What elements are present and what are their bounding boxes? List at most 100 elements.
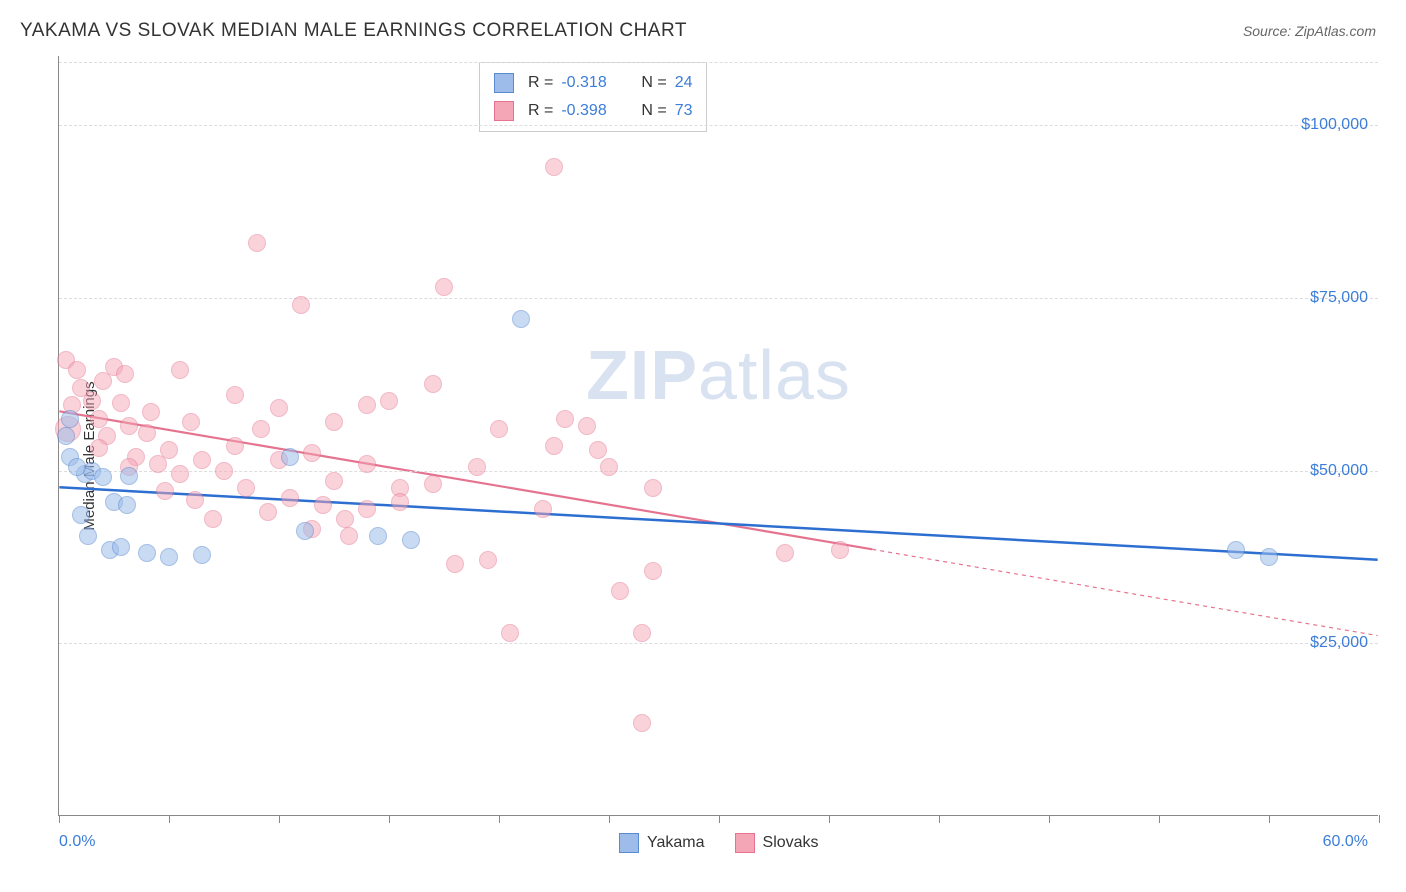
- data-point-slovaks: [193, 451, 211, 469]
- x-tick: [939, 815, 940, 823]
- swatch-slovaks: [494, 101, 514, 121]
- y-tick-label: $75,000: [1310, 289, 1368, 307]
- chart-source: Source: ZipAtlas.com: [1243, 23, 1376, 39]
- data-point-slovaks: [142, 403, 160, 421]
- n-value-yakama: 24: [675, 74, 693, 92]
- x-tick: [1379, 815, 1380, 823]
- n-label: N =: [641, 102, 666, 120]
- data-point-yakama: [72, 506, 90, 524]
- data-point-yakama: [120, 467, 138, 485]
- data-point-slovaks: [435, 278, 453, 296]
- data-point-slovaks: [120, 417, 138, 435]
- data-point-yakama: [369, 527, 387, 545]
- data-point-slovaks: [545, 437, 563, 455]
- data-point-slovaks: [490, 420, 508, 438]
- n-label: N =: [641, 74, 666, 92]
- data-point-yakama: [57, 427, 75, 445]
- data-point-slovaks: [160, 441, 178, 459]
- data-point-slovaks: [578, 417, 596, 435]
- data-point-slovaks: [391, 493, 409, 511]
- x-tick: [499, 815, 500, 823]
- swatch-slovaks: [735, 833, 755, 853]
- x-tick: [279, 815, 280, 823]
- gridline: [59, 298, 1378, 299]
- x-tick: [719, 815, 720, 823]
- data-point-slovaks: [116, 365, 134, 383]
- data-point-slovaks: [600, 458, 618, 476]
- gridline: [59, 471, 1378, 472]
- data-point-slovaks: [501, 624, 519, 642]
- swatch-yakama: [494, 73, 514, 93]
- data-point-slovaks: [226, 386, 244, 404]
- data-point-slovaks: [644, 562, 662, 580]
- data-point-slovaks: [204, 510, 222, 528]
- data-point-slovaks: [358, 396, 376, 414]
- data-point-slovaks: [633, 714, 651, 732]
- swatch-yakama: [619, 833, 639, 853]
- data-point-slovaks: [182, 413, 200, 431]
- data-point-yakama: [512, 310, 530, 328]
- data-point-slovaks: [589, 441, 607, 459]
- data-point-slovaks: [358, 455, 376, 473]
- data-point-slovaks: [252, 420, 270, 438]
- data-point-slovaks: [68, 361, 86, 379]
- data-point-slovaks: [215, 462, 233, 480]
- data-point-slovaks: [90, 410, 108, 428]
- data-point-yakama: [193, 546, 211, 564]
- gridline: [59, 643, 1378, 644]
- watermark: ZIPatlas: [586, 335, 851, 415]
- x-tick-min: 0.0%: [59, 833, 95, 851]
- data-point-slovaks: [446, 555, 464, 573]
- data-point-slovaks: [186, 491, 204, 509]
- x-tick: [609, 815, 610, 823]
- y-tick-label: $100,000: [1301, 116, 1368, 134]
- data-point-slovaks: [468, 458, 486, 476]
- legend-item-yakama: Yakama: [619, 833, 705, 853]
- data-point-slovaks: [226, 437, 244, 455]
- correlation-legend: R = -0.318 N = 24 R = -0.398 N = 73: [479, 62, 707, 132]
- series-legend: Yakama Slovaks: [619, 833, 819, 853]
- data-point-slovaks: [303, 444, 321, 462]
- data-point-slovaks: [545, 158, 563, 176]
- data-point-yakama: [61, 410, 79, 428]
- n-value-slovaks: 73: [675, 102, 693, 120]
- legend-label-slovaks: Slovaks: [763, 834, 819, 852]
- data-point-slovaks: [358, 500, 376, 518]
- data-point-slovaks: [171, 465, 189, 483]
- data-point-yakama: [79, 527, 97, 545]
- chart-title: YAKAMA VS SLOVAK MEDIAN MALE EARNINGS CO…: [20, 20, 687, 42]
- data-point-slovaks: [83, 392, 101, 410]
- data-point-yakama: [1227, 541, 1245, 559]
- data-point-yakama: [296, 522, 314, 540]
- data-point-slovaks: [90, 439, 108, 457]
- data-point-slovaks: [138, 424, 156, 442]
- data-point-slovaks: [644, 479, 662, 497]
- data-point-yakama: [112, 538, 130, 556]
- x-tick-max: 60.0%: [1323, 833, 1368, 851]
- chart-container: Median Male Earnings ZIPatlas R = -0.318…: [20, 56, 1386, 856]
- data-point-yakama: [1260, 548, 1278, 566]
- legend-item-slovaks: Slovaks: [735, 833, 819, 853]
- data-point-slovaks: [237, 479, 255, 497]
- data-point-yakama: [118, 496, 136, 514]
- x-tick: [169, 815, 170, 823]
- data-point-slovaks: [479, 551, 497, 569]
- r-label: R =: [528, 74, 553, 92]
- data-point-yakama: [94, 468, 112, 486]
- data-point-slovaks: [292, 296, 310, 314]
- x-tick: [389, 815, 390, 823]
- watermark-bold: ZIP: [586, 336, 698, 414]
- correlation-row-slovaks: R = -0.398 N = 73: [494, 97, 692, 125]
- trend-line-yakama: [59, 487, 1377, 559]
- data-point-slovaks: [556, 410, 574, 428]
- correlation-row-yakama: R = -0.318 N = 24: [494, 69, 692, 97]
- data-point-slovaks: [340, 527, 358, 545]
- data-point-slovaks: [112, 394, 130, 412]
- data-point-slovaks: [424, 375, 442, 393]
- gridline: [59, 125, 1378, 126]
- data-point-slovaks: [831, 541, 849, 559]
- data-point-slovaks: [325, 472, 343, 490]
- gridline: [59, 62, 1378, 63]
- x-tick: [1269, 815, 1270, 823]
- y-tick-label: $25,000: [1310, 634, 1368, 652]
